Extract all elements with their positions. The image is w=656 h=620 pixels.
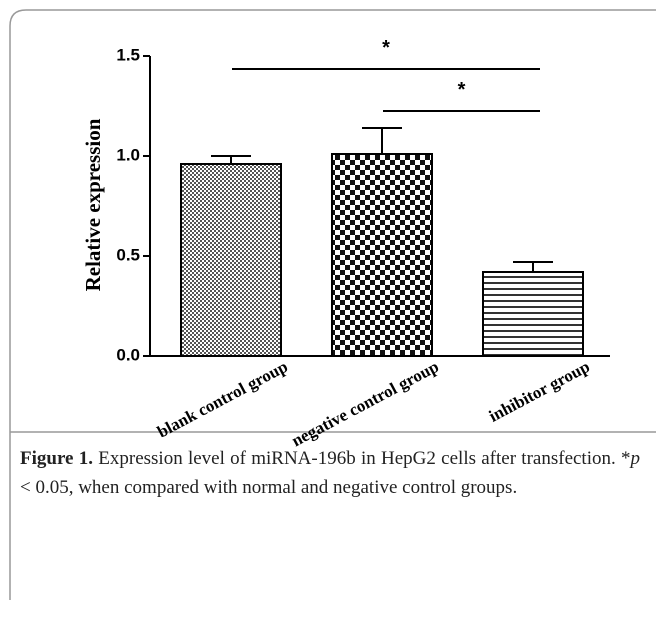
y-tick-label: 1.5 (116, 45, 140, 64)
bar (331, 153, 433, 357)
x-tick-label: inhibitor group (486, 357, 593, 426)
y-tick-label: 0.5 (116, 245, 140, 264)
caption: Figure 1. Expression level of miRNA-196b… (20, 444, 640, 502)
caption-text: Expression level of miRNA-196b in HepG2 … (93, 448, 631, 469)
caption-italic: p (630, 448, 641, 469)
bar (482, 271, 584, 357)
frame (9, 9, 656, 600)
y-tick-label: 1.0 (116, 145, 140, 164)
caption-label: Figure 1. (20, 448, 93, 469)
significance-mark: * (458, 79, 466, 101)
caption-text: < 0.05, when compared with normal and ne… (20, 477, 518, 498)
x-tick-label: blank control group (154, 357, 291, 442)
significance-mark: * (382, 37, 390, 59)
y-tick-label: 0.0 (116, 345, 140, 364)
x-tick-label: negative control group (288, 357, 441, 451)
y-axis-label: Relative expression (81, 118, 105, 291)
bar (180, 163, 282, 357)
